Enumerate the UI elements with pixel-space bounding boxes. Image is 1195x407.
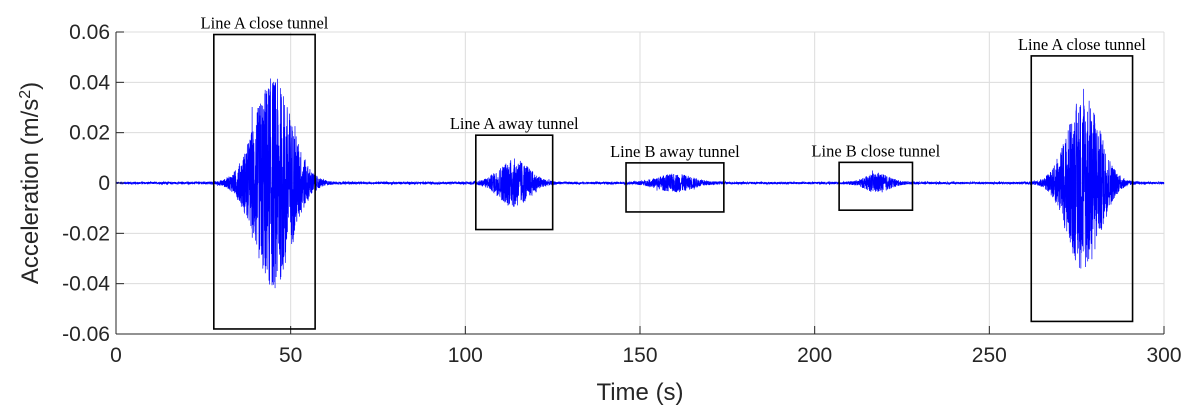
y-tick-label: 0 <box>98 172 110 195</box>
annotation-label: Line A close tunnel <box>201 14 329 33</box>
y-tick-label: -0.02 <box>62 222 110 245</box>
x-axis-ticks: 0 50 100 150 200 250 300 <box>110 326 1182 367</box>
x-tick-label: 300 <box>1146 344 1181 367</box>
x-tick-label: 0 <box>110 344 122 367</box>
x-tick-label: 200 <box>797 344 832 367</box>
annotation-box <box>625 162 725 213</box>
y-axis-ticks: -0.06 -0.04 -0.02 0 0.02 0.04 0.06 <box>62 21 124 346</box>
annotation-box <box>838 161 914 211</box>
annotation-label: Line B close tunnel <box>811 141 940 160</box>
annotation-box <box>213 33 316 330</box>
x-tick-label: 150 <box>622 344 657 367</box>
signal-series <box>115 78 1165 289</box>
y-axis-title: Acceleration (m/s2) <box>17 82 45 284</box>
y-axis-title-superscript: 2 <box>17 90 34 99</box>
acceleration-signal-line <box>115 78 1165 289</box>
annotations: Line A close tunnel Line A away tunnel Lin… <box>201 14 1146 330</box>
y-tick-label: -0.06 <box>62 323 110 346</box>
x-tick-label: 250 <box>972 344 1007 367</box>
annotation-label: Line B away tunnel <box>610 142 740 161</box>
y-axis-title-main: Acceleration (m/s <box>17 99 44 284</box>
y-tick-label: 0.06 <box>69 21 110 44</box>
annotation-box <box>1030 55 1134 323</box>
y-tick-label: -0.04 <box>62 273 110 296</box>
annotation-label: Line A away tunnel <box>450 114 579 133</box>
annotation-box <box>475 134 554 231</box>
y-tick-label: 0.04 <box>69 71 110 94</box>
y-tick-label: 0.02 <box>69 122 110 145</box>
x-tick-label: 50 <box>279 344 302 367</box>
x-tick-label: 100 <box>448 344 483 367</box>
annotation-label: Line A close tunnel <box>1018 35 1146 54</box>
y-axis-title-close: ) <box>17 82 44 90</box>
x-axis-title: Time (s) <box>596 379 683 406</box>
